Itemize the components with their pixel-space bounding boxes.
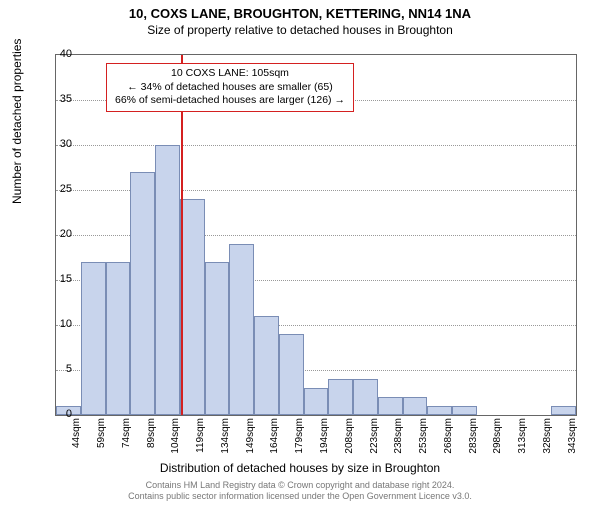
gridline (56, 145, 576, 146)
x-tick-label: 328sqm (542, 418, 553, 460)
chart-subtitle: Size of property relative to detached ho… (0, 23, 600, 37)
x-tick-label: 223sqm (369, 418, 380, 460)
x-axis-label: Distribution of detached houses by size … (0, 461, 600, 475)
x-tick-label: 89sqm (146, 418, 157, 460)
x-tick-label: 208sqm (344, 418, 355, 460)
chart-container: 10, COXS LANE, BROUGHTON, KETTERING, NN1… (0, 6, 600, 506)
y-axis-label: Number of detached properties (10, 39, 24, 204)
x-tick-label: 298sqm (492, 418, 503, 460)
histogram-bar (403, 397, 428, 415)
histogram-bar (452, 406, 477, 415)
x-tick-label: 74sqm (121, 418, 132, 460)
histogram-bar (304, 388, 329, 415)
property-callout: 10 COXS LANE: 105sqm← 34% of detached ho… (106, 63, 354, 112)
histogram-bar (254, 316, 279, 415)
histogram-bar (229, 244, 254, 415)
y-tick-label: 0 (52, 408, 72, 420)
histogram-bar (551, 406, 576, 415)
histogram-bar (279, 334, 304, 415)
callout-line3: 66% of semi-detached houses are larger (… (115, 94, 345, 108)
x-tick-label: 253sqm (418, 418, 429, 460)
footer-attribution: Contains HM Land Registry data © Crown c… (0, 480, 600, 502)
y-tick-label: 40 (52, 48, 72, 60)
x-tick-label: 283sqm (468, 418, 479, 460)
histogram-bar (106, 262, 131, 415)
footer-line2: Contains public sector information licen… (0, 491, 600, 502)
histogram-bar (353, 379, 378, 415)
y-tick-label: 5 (52, 363, 72, 375)
x-tick-label: 134sqm (220, 418, 231, 460)
histogram-bar (81, 262, 106, 415)
x-tick-label: 149sqm (245, 418, 256, 460)
histogram-bar (130, 172, 155, 415)
x-tick-label: 179sqm (294, 418, 305, 460)
callout-line1: 10 COXS LANE: 105sqm (115, 67, 345, 81)
footer-line1: Contains HM Land Registry data © Crown c… (0, 480, 600, 491)
histogram-bar (205, 262, 230, 415)
plot-area: 10 COXS LANE: 105sqm← 34% of detached ho… (55, 54, 577, 416)
y-tick-label: 10 (52, 318, 72, 330)
histogram-bar (328, 379, 353, 415)
x-tick-label: 313sqm (517, 418, 528, 460)
x-tick-label: 164sqm (269, 418, 280, 460)
x-tick-label: 44sqm (71, 418, 82, 460)
chart-title: 10, COXS LANE, BROUGHTON, KETTERING, NN1… (0, 6, 600, 21)
x-tick-label: 194sqm (319, 418, 330, 460)
histogram-bar (155, 145, 180, 415)
histogram-bar (180, 199, 205, 415)
y-tick-label: 20 (52, 228, 72, 240)
y-tick-label: 30 (52, 138, 72, 150)
x-tick-label: 343sqm (567, 418, 578, 460)
y-tick-label: 15 (52, 273, 72, 285)
histogram-bar (378, 397, 403, 415)
x-tick-label: 119sqm (195, 418, 206, 460)
y-tick-label: 35 (52, 93, 72, 105)
histogram-bar (427, 406, 452, 415)
y-tick-label: 25 (52, 183, 72, 195)
x-tick-label: 268sqm (443, 418, 454, 460)
x-tick-label: 238sqm (393, 418, 404, 460)
callout-line2: ← 34% of detached houses are smaller (65… (115, 81, 345, 95)
x-tick-label: 104sqm (170, 418, 181, 460)
x-tick-label: 59sqm (96, 418, 107, 460)
